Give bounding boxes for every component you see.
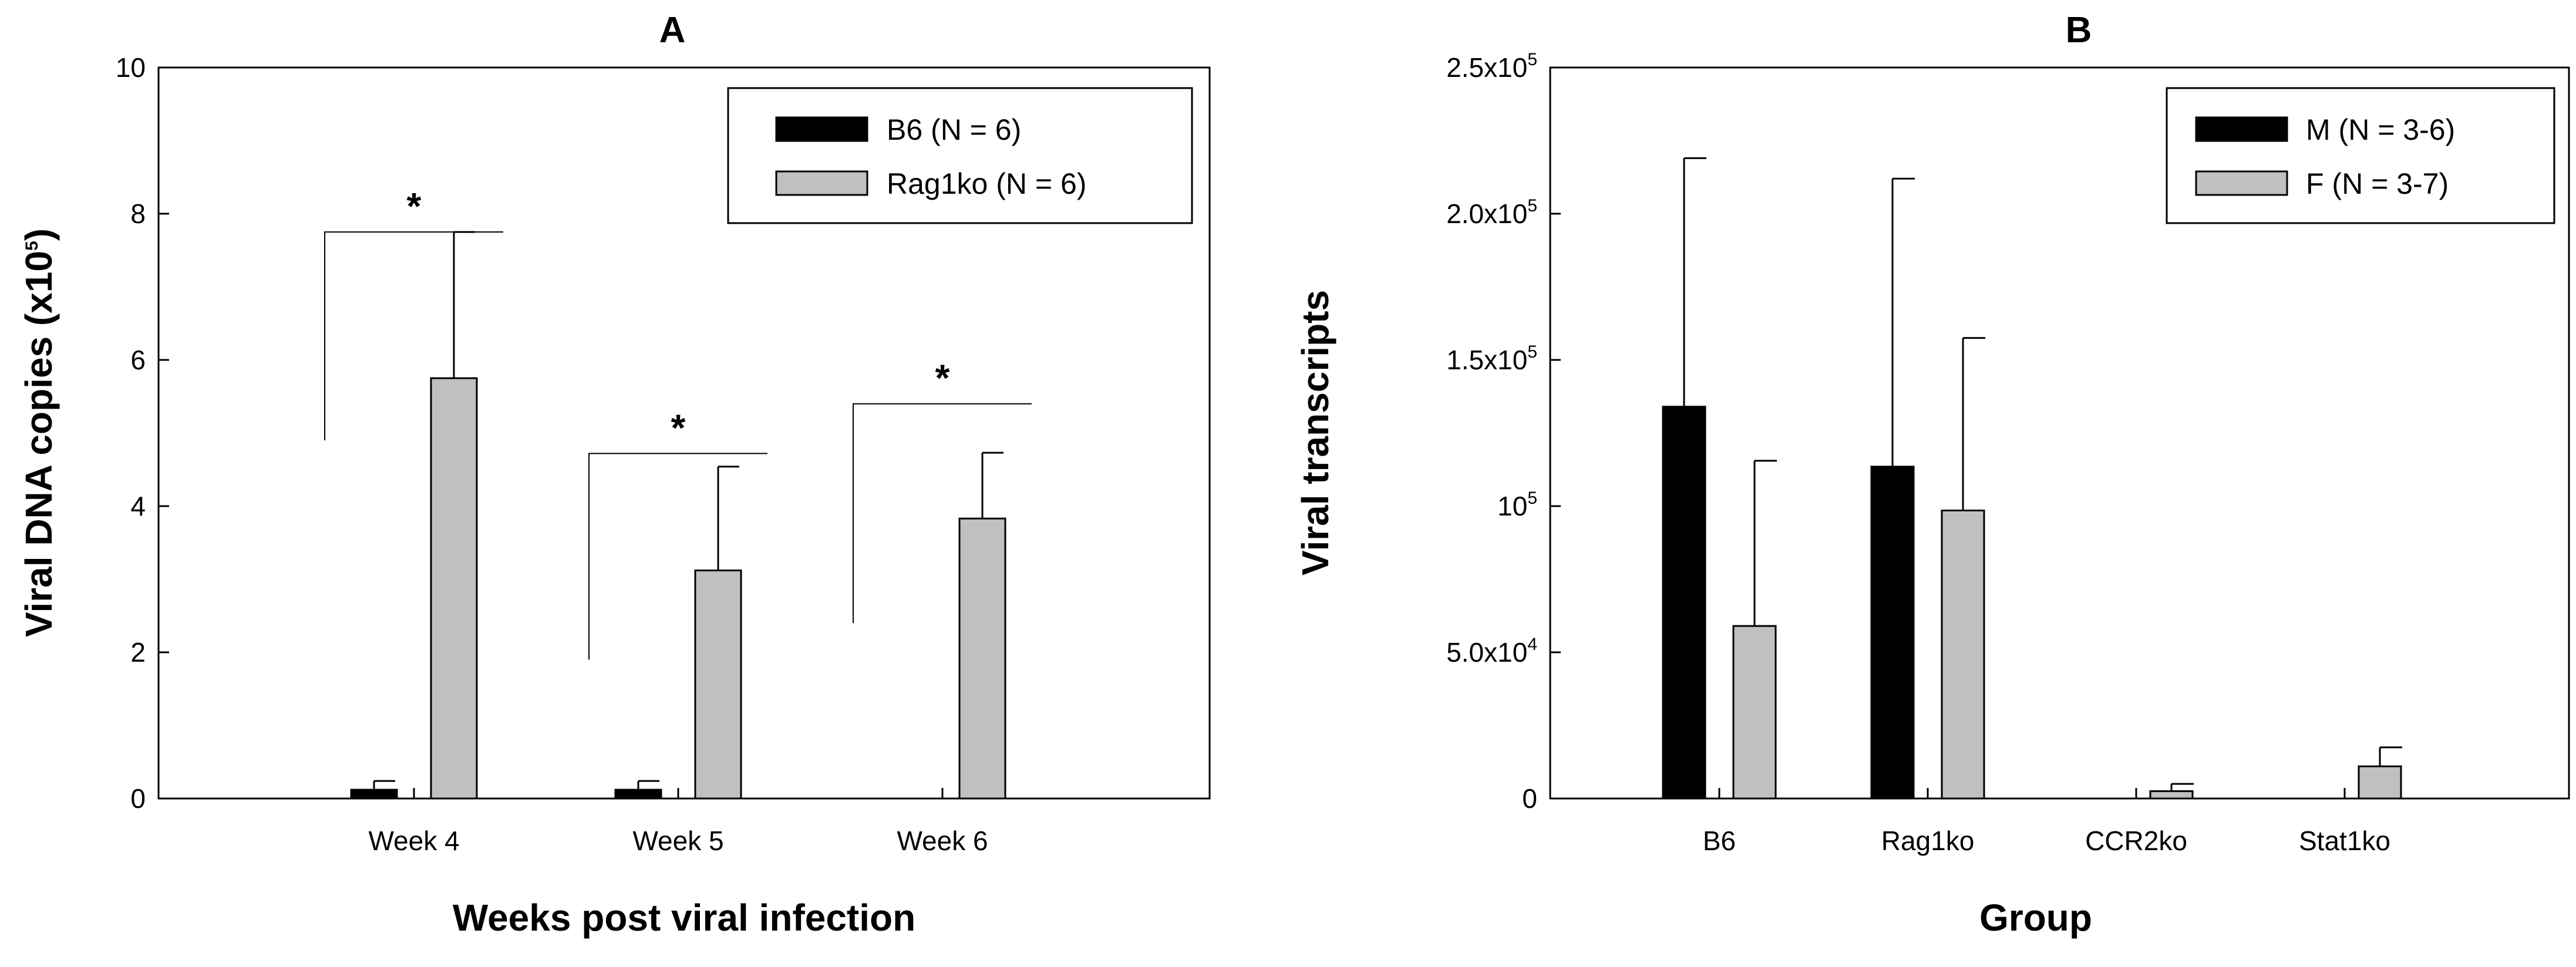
- y-tick-label: 2.5x105: [1446, 50, 1537, 83]
- y-tick-label: 5.0x104: [1446, 635, 1537, 668]
- panel-a-title: A: [659, 10, 686, 50]
- y-tick-label-exponent: 4: [1527, 635, 1537, 654]
- y-tick-label-base: 2.0x10: [1446, 198, 1527, 229]
- x-tick-label: Stat1ko: [2299, 826, 2390, 856]
- bar-2: [694, 570, 742, 800]
- y-tick-label-base: 0: [1522, 783, 1537, 814]
- y-tick-label: 1.5x105: [1446, 342, 1537, 375]
- panel-b-bars: [1662, 157, 2402, 800]
- panel-a-bars: [350, 231, 1006, 800]
- y-tick-label: 6: [130, 345, 146, 375]
- panel-b-legend: M (N = 3-6) F (N = 3-7): [2166, 87, 2555, 224]
- y-tick-label: 0: [1522, 783, 1537, 814]
- y-tick-label: 0: [130, 783, 146, 814]
- significance-bracket: [588, 453, 767, 660]
- panel-b-x-ticks: B6 Rag1ko CCR2ko Stat1ko: [1703, 788, 2390, 856]
- bar-2: [2358, 765, 2402, 800]
- x-tick-label: B6: [1703, 826, 1736, 856]
- x-tick-label: CCR2ko: [2085, 826, 2187, 856]
- significance-bracket: [324, 231, 503, 440]
- significance-star: *: [671, 406, 686, 449]
- panel-a-y-axis-title: Viral DNA copies (x105): [18, 228, 60, 637]
- panel-a-legend-box: [727, 87, 1193, 224]
- x-tick-label: Week 4: [368, 826, 459, 856]
- x-tick-label: Week 6: [897, 826, 988, 856]
- panel-a-legend: B6 (N = 6) Rag1ko (N = 6): [727, 87, 1193, 224]
- panel-a-y-ticks: 0 2 4 6 8 10: [116, 52, 169, 814]
- panel-a-legend-label-rag1ko: Rag1ko (N = 6): [887, 167, 1086, 200]
- bar-1: [1662, 406, 1706, 800]
- panel-b-legend-swatch-f: [2195, 170, 2288, 196]
- panel-b-title: B: [2066, 10, 2092, 50]
- y-tick-label: 2: [130, 637, 146, 668]
- bar-1: [614, 789, 662, 800]
- panel-a-legend-label-b6: B6 (N = 6): [887, 113, 1021, 146]
- bar-2: [1732, 625, 1777, 800]
- y-tick-label-base: 10: [1497, 491, 1527, 521]
- y-tick-label-base: 2.5x10: [1446, 52, 1527, 83]
- panel-b-plot-frame: [1549, 66, 2570, 800]
- y-tick-label: 105: [1497, 488, 1537, 521]
- panel-a-legend-swatch-rag1ko: [775, 170, 868, 196]
- significance-star: *: [935, 357, 950, 399]
- y-tick-label-base: 5.0x10: [1446, 637, 1527, 668]
- panel-b-y-axis-title: Viral transcripts: [1294, 290, 1336, 575]
- y-tick-label: 8: [130, 198, 146, 229]
- y-tick-label-exponent: 5: [1527, 50, 1537, 69]
- y-tick-label: 4: [130, 491, 146, 521]
- y-tick-label-exponent: 5: [1527, 342, 1537, 362]
- panel-b-legend-label-m: M (N = 3-6): [2306, 113, 2455, 146]
- y-tick-label-base: 1.5x10: [1446, 345, 1527, 375]
- panel-a-x-axis-title: Weeks post viral infection: [453, 897, 915, 939]
- panel-a-y-axis-title-exponent: 5: [22, 241, 42, 251]
- panel-a-plot-frame: [157, 66, 1211, 800]
- panel-a-significance: * * *: [324, 185, 1032, 660]
- panel-a-y-axis-title-text: Viral DNA copies (x10: [18, 251, 60, 637]
- y-tick-label-exponent: 5: [1527, 196, 1537, 215]
- bar-2: [1941, 509, 1985, 800]
- bar-2: [958, 517, 1006, 800]
- y-tick-label: 10: [116, 52, 146, 83]
- significance-star: *: [407, 185, 422, 227]
- panel-b-legend-label-f: F (N = 3-7): [2306, 167, 2449, 200]
- x-tick-label: Rag1ko: [1881, 826, 1975, 856]
- significance-bracket: [853, 403, 1032, 624]
- panel-a-x-ticks: Week 4 Week 5 Week 6: [368, 788, 988, 856]
- y-tick-label: 2.0x105: [1446, 196, 1537, 229]
- panel-a-legend-swatch-b6: [775, 116, 868, 142]
- panel-a: A 0 2 4 6 8 10 Week 4 Week 5 Week 6 * * * Viral D…: [18, 10, 1211, 939]
- panel-b-legend-swatch-m: [2195, 116, 2288, 142]
- y-tick-label-exponent: 5: [1527, 488, 1537, 508]
- panel-b-x-axis-title: Group: [1979, 897, 2092, 939]
- bar-2: [2149, 790, 2194, 800]
- panel-b-legend-box: [2166, 87, 2555, 224]
- bar-1: [1870, 466, 1915, 800]
- bar-1: [350, 789, 398, 800]
- bar-2: [430, 377, 478, 800]
- panel-a-y-axis-title-close: ): [18, 228, 60, 241]
- x-tick-label: Week 5: [632, 826, 723, 856]
